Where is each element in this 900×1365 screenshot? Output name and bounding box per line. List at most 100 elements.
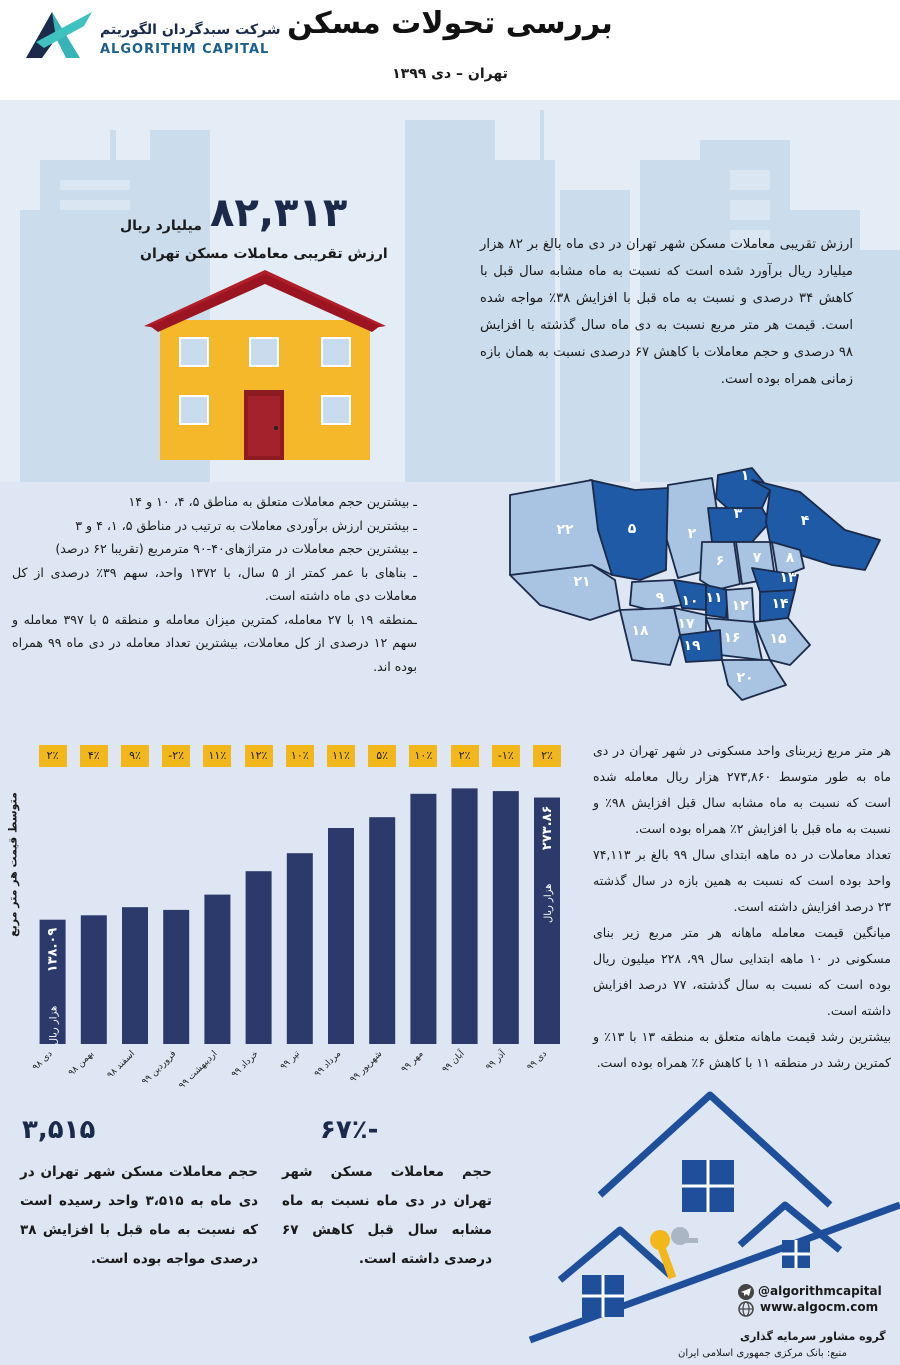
map-district-label: ۶ bbox=[716, 553, 725, 569]
keys-icon bbox=[650, 1227, 698, 1280]
chart-data-unit-label: هزار ریال bbox=[543, 884, 554, 924]
chart-percent-change-tag: ۹٪ bbox=[121, 745, 149, 767]
chart-percent-change-tag: -۱٪ bbox=[491, 745, 520, 767]
telegram-icon bbox=[738, 1284, 754, 1300]
stat-yoy-value: -۶۷٪ bbox=[320, 1115, 379, 1145]
chart-bar bbox=[204, 894, 231, 1044]
map-district-8 bbox=[771, 541, 805, 579]
chart-percent-change-tag: -۲٪ bbox=[162, 745, 191, 767]
map-district-label: ۱۶ bbox=[723, 630, 740, 646]
intro-paragraph: ارزش تقریبی معاملات مسکن شهر تهران در دی… bbox=[480, 237, 853, 387]
chart-x-tick-label: دی ۹۹ bbox=[525, 1049, 549, 1073]
chart-data-unit-label: هزار ریال bbox=[49, 1006, 60, 1046]
chart-bar bbox=[39, 919, 66, 1044]
chart-x-tick-label: آذر ۹۹ bbox=[483, 1047, 508, 1072]
chart-x-tick-label: اردیبهشت ۹۹ bbox=[177, 1049, 219, 1091]
map-district-label: ۱۲ bbox=[731, 598, 749, 614]
map-district-label: ۵ bbox=[628, 521, 637, 537]
headline-value: ۸۲,۳۱۳ bbox=[210, 190, 348, 236]
map-district-label: ۲۲ bbox=[556, 522, 574, 538]
map-district-label: ۴ bbox=[801, 513, 810, 529]
map-district-label: ۱۰ bbox=[681, 593, 698, 609]
chart-percent-change-tag: ۲٪ bbox=[38, 745, 67, 767]
chart-x-tick-label: بهمن ۹۸ bbox=[67, 1049, 96, 1078]
globe-icon bbox=[738, 1301, 754, 1317]
chart-bar bbox=[286, 853, 313, 1044]
chart-percent-change-tag: ۱۱٪ bbox=[327, 745, 355, 767]
chart-percent-change-tag: ۵٪ bbox=[368, 745, 397, 767]
chart-percent-change-tag: ۲٪ bbox=[533, 745, 561, 767]
chart-bar bbox=[328, 828, 354, 1044]
price-paragraph-line: بیشترین رشد قیمت ماهانه متعلق به منطقه ۱… bbox=[593, 1029, 891, 1070]
chart-percent-change-tag: ۴٪ bbox=[79, 745, 108, 767]
key-point: ـمنطقه ۱۹ با ۲۷ معامله، کمترین میزان معا… bbox=[12, 611, 417, 674]
chart-percent-change-tag: ۱۱٪ bbox=[203, 745, 232, 767]
map-district-label: ۲۰ bbox=[736, 670, 753, 686]
map-district-6 bbox=[699, 541, 741, 591]
chart-percent-change-tag: ۲٪ bbox=[450, 745, 479, 767]
chart-bar bbox=[534, 797, 560, 1044]
map-district-label: ۱۹ bbox=[683, 638, 701, 654]
chart-bar bbox=[492, 791, 519, 1044]
chart-x-tick-label: شهریور ۹۹ bbox=[348, 1049, 384, 1085]
telegram-handle[interactable]: @algorithmcapital bbox=[758, 1284, 882, 1298]
company-name-fa: شرکت سبدگردان الگوریتم bbox=[100, 22, 281, 38]
chart-percent-change-tag: ۱۲٪ bbox=[244, 745, 273, 767]
price-paragraph-line: هر متر مربع زیربنای واحد مسکونی در شهر ت… bbox=[593, 743, 891, 836]
map-district-label: ۷ bbox=[753, 550, 762, 566]
map-district-22 bbox=[509, 479, 613, 576]
chart-x-tick-label: آبان ۹۹ bbox=[439, 1047, 467, 1075]
key-point: ـ بیشترین حجم معاملات در متراژهای۴۰-۹۰ م… bbox=[55, 541, 417, 556]
map-district-label: ۲ bbox=[688, 526, 697, 542]
algorithm-capital-logo-icon bbox=[26, 12, 92, 58]
chart-bar bbox=[410, 793, 437, 1044]
chart-x-tick-label: دی ۹۸ bbox=[31, 1049, 55, 1073]
map-district-label: ۲۱ bbox=[573, 574, 590, 590]
map-district-label: ۳ bbox=[734, 506, 743, 522]
price-paragraph: هر متر مربع زیربنای واحد مسکونی در شهر ت… bbox=[593, 738, 891, 1076]
chart-x-tick-label: مرداد ۹۹ bbox=[313, 1049, 343, 1079]
houses-keys-illustration bbox=[528, 1091, 900, 1344]
chart-x-tick-label: تیر ۹۹ bbox=[279, 1049, 302, 1072]
key-point: ـ بناهای با عمر کمتر از ۵ سال، با ۱۳۷۲ و… bbox=[12, 564, 417, 604]
map-district-label: ۱۳ bbox=[779, 570, 797, 586]
page-subtitle: تهران – دی ۱۳۹۹ bbox=[392, 66, 508, 82]
page-title: بررسی تحولات مسکن bbox=[287, 6, 613, 41]
map-district-label: ۱۵ bbox=[769, 631, 787, 647]
map-district-11 bbox=[705, 584, 729, 619]
chart-x-tick-label: خرداد ۹۹ bbox=[230, 1049, 261, 1080]
chart-bar bbox=[245, 871, 272, 1044]
company-name-en: ALGORITHM CAPITAL bbox=[100, 42, 270, 57]
chart-bar bbox=[163, 909, 190, 1044]
map-district-label: ۹ bbox=[656, 590, 665, 606]
map-district-18 bbox=[619, 607, 681, 666]
chart-percent-change-tag: ۱۰٪ bbox=[285, 745, 314, 767]
chart-x-tick-label: اسفند ۹۸ bbox=[106, 1049, 138, 1081]
map-district-label: ۱۱ bbox=[705, 590, 722, 606]
map-district-label: ۱۴ bbox=[771, 596, 789, 612]
stat-volume-text: حجم معاملات مسکن شهر تهران در دی ماه به … bbox=[20, 1164, 258, 1267]
map-district-3 bbox=[707, 507, 771, 543]
website-link[interactable]: www.algocm.com bbox=[760, 1300, 879, 1314]
chart-data-label: ۱۳۸.۰۹ bbox=[46, 928, 61, 973]
map-district-label: ۱۸ bbox=[631, 623, 649, 639]
chart-data-label: ۲۷۳.۸۶ bbox=[540, 806, 555, 851]
map-district-15 bbox=[753, 617, 811, 666]
chart-bar bbox=[122, 907, 148, 1044]
chart-percent-change-tag: ۱۰٪ bbox=[409, 745, 438, 767]
chart-bar bbox=[451, 788, 478, 1044]
map-district-label: ۱۷ bbox=[677, 616, 695, 632]
stat-yoy-text: حجم معاملات مسکن شهر تهران در دی ماه نسب… bbox=[282, 1164, 492, 1267]
chart-x-tick-label: فروردین ۹۹ bbox=[140, 1049, 178, 1087]
data-source: منبع: بانک مرکزی جمهوری اسلامی ایران bbox=[678, 1348, 847, 1359]
map-district-label: ۸ bbox=[786, 550, 795, 566]
price-paragraph-line: تعداد معاملات در ده ماهه ابتدای سال ۹۹ ب… bbox=[593, 847, 891, 914]
headline-unit: میلیارد ریال bbox=[120, 218, 202, 234]
chart-bar bbox=[80, 915, 107, 1044]
map-district-20 bbox=[721, 659, 787, 701]
price-paragraph-line: میانگین قیمت معامله ماهانه هر متر مربع ز… bbox=[593, 925, 891, 1018]
chart-x-tick-label: مهر ۹۹ bbox=[400, 1049, 426, 1075]
key-point: ـ بیشترین ارزش برآوردی معاملات به ترتیب … bbox=[75, 517, 417, 533]
